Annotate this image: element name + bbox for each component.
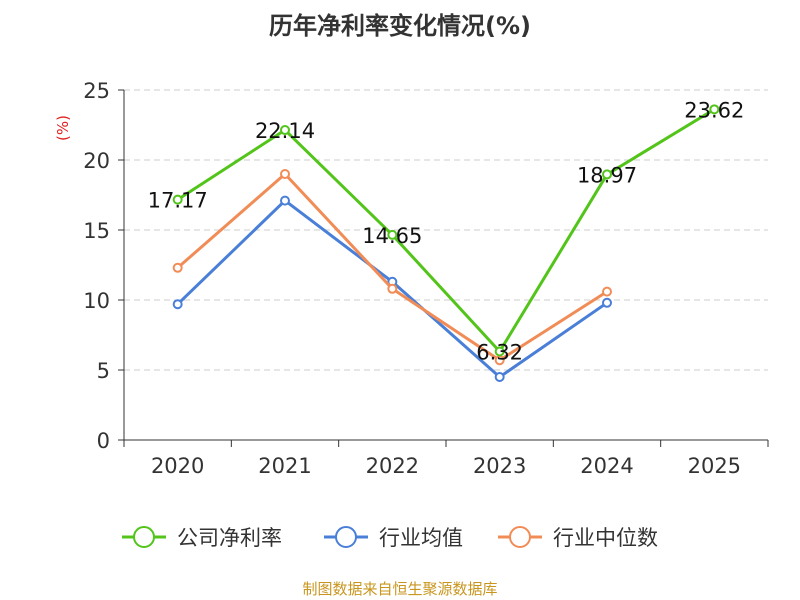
x-tick-label: 2024 (580, 454, 633, 478)
data-point (494, 346, 505, 357)
legend-swatch-marker (335, 526, 357, 548)
y-tick-label: 20 (83, 149, 110, 173)
x-tick-label: 2025 (688, 454, 741, 478)
data-point (602, 286, 612, 297)
y-tick-label: 0 (97, 429, 110, 453)
data-point (602, 297, 612, 308)
data-label: 6.32 (476, 341, 523, 365)
legend-label: 行业均值 (379, 526, 463, 550)
legend-swatch-marker (509, 526, 531, 548)
y-tick-label: 15 (83, 219, 110, 243)
chart-title: 历年净利率变化情况(%) (269, 12, 531, 40)
y-tick-label: 25 (83, 79, 110, 103)
data-point (172, 299, 183, 310)
data-point (602, 169, 612, 180)
series-line (176, 172, 608, 362)
x-tick-label: 2022 (366, 454, 419, 478)
data-label: 23.62 (684, 98, 744, 122)
x-tick-label: 2023 (473, 454, 526, 478)
data-source-note: 制图数据来自恒生聚源数据库 (302, 580, 498, 598)
data-point (280, 195, 290, 206)
data-point (494, 372, 505, 382)
legend-label: 公司净利率 (177, 526, 282, 550)
series-line (176, 108, 716, 354)
x-tick-label: 2021 (258, 454, 311, 478)
data-point (387, 283, 398, 294)
data-label: 18.97 (577, 163, 637, 187)
legend-label: 行业中位数 (553, 526, 658, 550)
data-label: 14.65 (362, 224, 422, 248)
y-tick-label: 10 (83, 289, 110, 313)
data-point (709, 104, 720, 115)
data-label: 17.17 (148, 189, 208, 213)
legend-swatch-marker (133, 526, 155, 548)
data-point (387, 229, 398, 240)
data-point (172, 262, 183, 273)
data-point (172, 194, 183, 205)
data-label: 22.14 (255, 119, 315, 143)
data-point (280, 169, 290, 179)
y-axis-label: (%) (54, 115, 72, 141)
data-point (280, 125, 290, 136)
x-tick-label: 2020 (151, 454, 204, 478)
y-tick-label: 5 (97, 359, 110, 383)
